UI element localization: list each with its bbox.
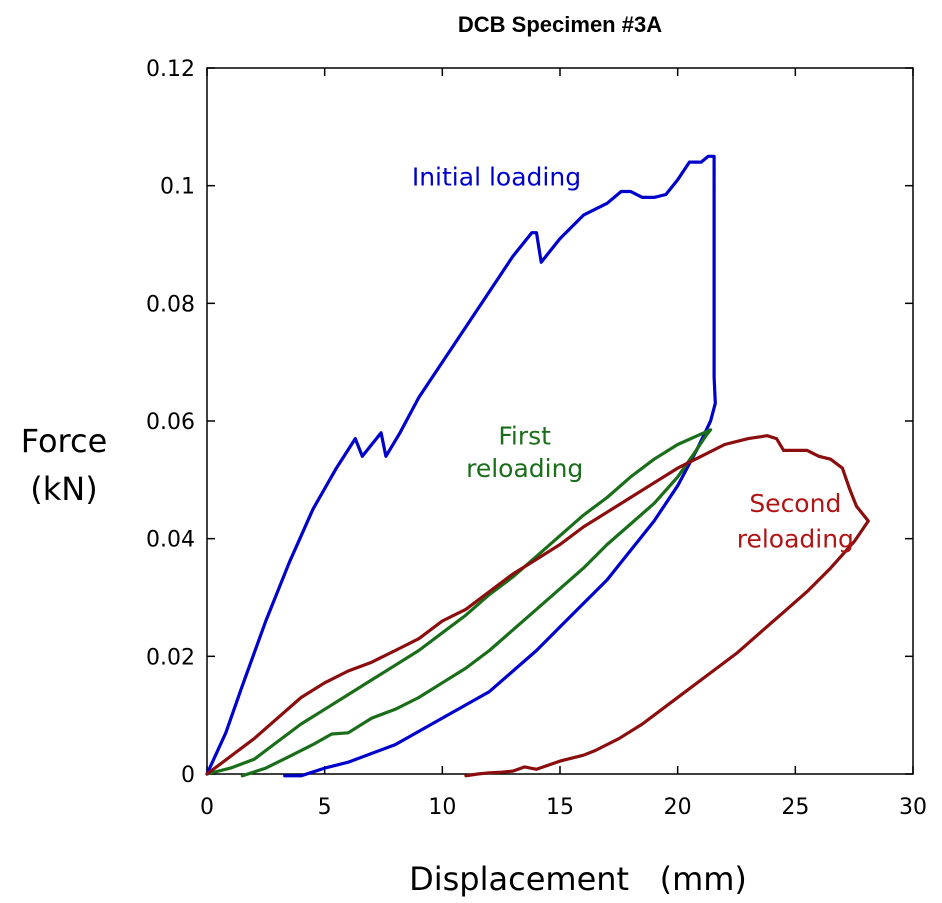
y-tick-label: 0.1 [160,175,195,200]
x-tick-label: 20 [664,795,692,820]
first-reloading-line [205,428,713,778]
tick-labels: 0 5 10 15 20 25 30 0 0.02 0.04 0.06 0.08 0.1 0.12 [146,57,927,820]
axis-ticks [206,67,914,775]
annotation-label: reloading [466,454,583,483]
y-axis-label-line1: Force [21,422,108,460]
x-tick-label: 5 [318,795,332,820]
x-tick-label: 15 [546,795,574,820]
y-tick-label: 0.02 [146,645,195,670]
series-layer [205,154,870,778]
x-tick-label: 30 [899,795,927,820]
annotations: Initial loading First reloading Second reloa… [412,163,854,554]
x-tick-label: 0 [200,795,214,820]
y-tick-label: 0 [181,763,195,788]
x-tick-label: 10 [428,795,456,820]
annotation-label: Second [749,489,841,518]
y-axis-label-line2: (kN) [30,470,97,508]
x-axis-label: Displacement (mm) [409,860,747,898]
annotation-label: reloading [737,524,854,553]
y-tick-label: 0.04 [146,528,195,553]
annotation-label: First [498,422,551,451]
chart-title: DCB Specimen #3A [458,12,662,37]
annotation-label: Initial loading [412,163,581,192]
y-tick-label: 0.06 [146,410,195,435]
initial-loading-line [205,154,717,778]
y-tick-label: 0.12 [146,57,195,82]
x-tick-label: 25 [781,795,809,820]
second-reloading-line [205,434,870,778]
y-tick-label: 0.08 [146,292,195,317]
